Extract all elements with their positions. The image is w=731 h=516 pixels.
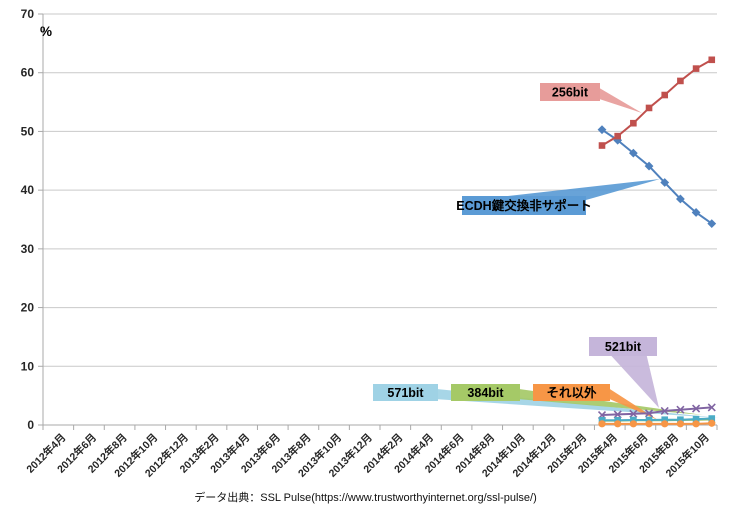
label-571bit-text: 571bit	[387, 386, 424, 400]
y-tick-label: 10	[21, 359, 35, 373]
series-ecdh-unsupported	[597, 125, 717, 229]
label-384bit-text: 384bit	[467, 386, 504, 400]
label-256bit: 256bit	[540, 83, 600, 101]
label-256bit-box	[540, 83, 600, 101]
label-256bit-text: 256bit	[552, 86, 589, 100]
label-other-text: それ以外	[546, 385, 597, 400]
series-256bit	[598, 56, 716, 149]
label-521bit: 521bit	[589, 337, 657, 356]
label-384bit: 384bit	[451, 384, 520, 401]
y-tick-labels: 0 10 20 30 40 50 60 70%	[21, 7, 52, 432]
series-521bit	[597, 403, 716, 420]
label-other-wedge	[610, 389, 658, 420]
label-256bit-wedge	[600, 88, 642, 113]
label-other-box	[533, 384, 610, 401]
label-521bit-text: 521bit	[605, 340, 642, 354]
y-tick-label: 20	[21, 301, 35, 315]
label-ecdh-unsupported-box	[462, 196, 586, 215]
label-ecdh-unsupported-wedge	[499, 179, 660, 200]
label-384bit-box	[451, 384, 520, 401]
y-tick-label: 30	[21, 242, 35, 256]
y-tick-label: 40	[21, 183, 35, 197]
label-521bit-wedge	[611, 356, 659, 408]
y-tick-label: 0	[27, 418, 34, 432]
label-ecdh-unsupported-text: ECDH鍵交換非サポート	[456, 198, 591, 213]
label-ecdh-unsupported: ECDH鍵交換非サポート	[456, 196, 592, 215]
label-571bit: 571bit	[373, 384, 438, 401]
callout-wedges	[438, 88, 719, 420]
y-tick-label: 50	[21, 124, 35, 138]
y-tick-label: 60	[21, 66, 35, 80]
y-axis-unit-label: %	[40, 24, 52, 39]
label-521bit-box	[589, 337, 657, 356]
gridlines	[43, 13, 717, 426]
y-tick-label: 70	[21, 7, 35, 21]
axes	[38, 13, 718, 430]
label-571bit-box	[373, 384, 438, 401]
x-tick-labels: 2012年4月2012年6月2012年8月2012年10月2012年12月201…	[24, 431, 712, 480]
label-other: それ以外	[533, 384, 610, 401]
source-note: データ出典：SSL Pulse(https://www.trustworthyi…	[194, 492, 537, 504]
series-other	[598, 419, 716, 428]
